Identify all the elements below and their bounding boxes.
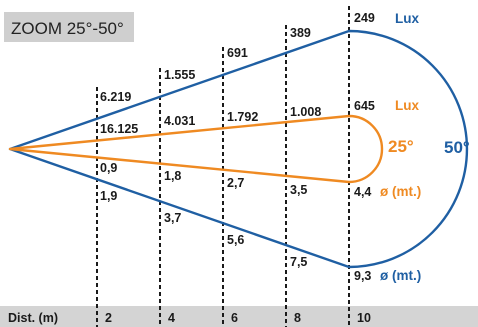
lux25-6m: 1.792	[227, 110, 258, 124]
diam25-2m: 0,9	[100, 161, 117, 175]
beam-25-outline	[8, 114, 384, 184]
diameter-label-wide: ø (mt.)	[380, 268, 421, 283]
diam50-10m: 9,3	[354, 269, 371, 283]
distance-8: 8	[294, 311, 301, 325]
distance-10: 10	[357, 311, 371, 325]
lux50-6m: 691	[227, 46, 248, 60]
angle-25-label: 25°	[388, 137, 414, 156]
diam25-6m: 2,7	[227, 176, 244, 190]
lux25-8m: 1.008	[290, 105, 321, 119]
lux50-2m: 6.219	[100, 90, 131, 104]
title-box	[4, 12, 134, 42]
lux50-8m: 389	[290, 26, 311, 40]
beam-50-outline	[8, 29, 469, 269]
diagram-title: ZOOM 25°-50°	[11, 19, 124, 38]
lux50-10m: 249	[354, 11, 375, 25]
distance-bar	[0, 306, 478, 327]
diam25-10m: 4,4	[354, 185, 371, 199]
lux50-4m: 1.555	[164, 68, 195, 82]
diam50-4m: 3,7	[164, 211, 181, 225]
diameter-label-narrow: ø (mt.)	[380, 184, 421, 199]
distance-2: 2	[105, 311, 112, 325]
diam50-6m: 5,6	[227, 233, 244, 247]
distance-4: 4	[168, 311, 175, 325]
lux25-4m: 4.031	[164, 114, 195, 128]
lux-label-wide: Lux	[395, 11, 419, 26]
lux25-10m: 645	[354, 99, 375, 113]
diam25-8m: 3,5	[290, 183, 307, 197]
lux25-2m: 16.125	[100, 122, 138, 136]
diam25-4m: 1,8	[164, 169, 181, 183]
distance-6: 6	[231, 311, 238, 325]
distance-lines	[96, 6, 350, 327]
angle-50-label: 50°	[444, 138, 470, 157]
diam50-8m: 7,5	[290, 255, 307, 269]
lux-label-narrow: Lux	[395, 98, 419, 113]
distance-axis-label: Dist. (m)	[8, 311, 58, 325]
diam50-2m: 1,9	[100, 189, 117, 203]
